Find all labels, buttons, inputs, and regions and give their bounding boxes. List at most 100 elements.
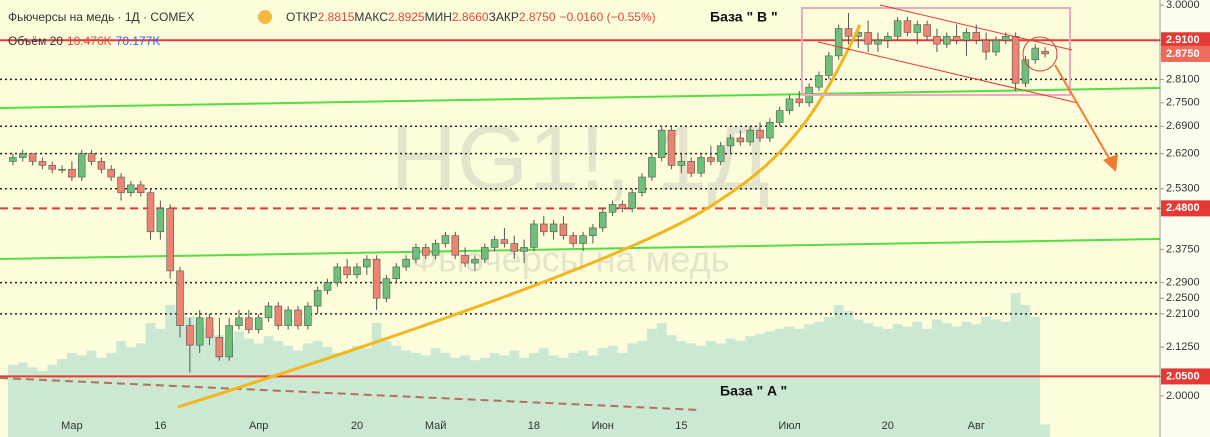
volume-bar [37,371,48,437]
volume-bar [509,350,520,437]
volume-bar [47,365,58,437]
volume-bar [204,329,215,437]
trend-line [0,87,1161,109]
volume-bar [715,343,726,437]
volume-bar [705,341,716,437]
ohlc-value: 2.8660 [452,10,489,24]
volume-bar [401,350,412,437]
candle-body [481,247,489,260]
volume-bar [479,357,490,437]
candle-body [707,157,715,162]
channel-line [879,4,1073,51]
candle-body [510,243,518,252]
x-tick-label: 15 [675,420,687,432]
x-tick-label: 20 [882,420,894,432]
volume-value: 10.476K [67,34,112,48]
volume-bar [853,319,864,437]
candle-body [972,32,981,41]
y-tick-label: 2.6900 [1166,120,1200,132]
candle-body [579,235,587,244]
candle-body [77,153,86,178]
volume-bar [922,329,933,437]
candle-body [28,153,37,162]
y-tick-label: 3.0000 [1166,0,1200,11]
y-tick-label: 2.6200 [1166,148,1200,160]
candle-body [952,36,961,41]
candle-body [9,157,17,162]
candle-body [176,270,184,326]
volume-bar [165,305,176,437]
candle-body [490,239,499,248]
volume-bar [745,336,756,437]
x-tick-label: Июн [592,420,614,432]
volume-bar [627,343,638,437]
volume-bar [597,348,608,437]
price-label-box [1161,32,1210,49]
ohlc-value: 2.8925 [388,10,425,24]
volume-bar [892,324,903,437]
volume-bar [175,311,185,437]
volume-bar [833,305,844,437]
arrow [1054,64,1114,166]
volume-bar [646,329,657,437]
candle-body [992,39,1000,53]
candle-body [68,168,76,178]
ohlc-value: 2.8750 [519,10,556,24]
candle-body [333,266,342,283]
volume-bar [676,341,687,437]
candle-body [608,204,617,213]
candle-body [500,239,509,244]
volume-bar [529,353,539,437]
volume-bar [666,335,677,437]
candle-body [844,28,853,37]
candle-body [657,129,666,158]
candle-body [323,282,332,291]
candle-body [736,137,745,143]
candle-body [903,20,912,33]
y-tick-label: 2.8100 [1166,73,1200,85]
candle-body [884,36,892,41]
candle-body [766,122,774,139]
candle-body [313,290,322,307]
candle-body [825,55,833,76]
annotation: База " B " [710,9,778,25]
volume-bar [912,321,923,437]
volume-bar [8,365,18,437]
channel-line [817,41,1079,104]
ohlc-label: МАКС [354,10,388,24]
candle-body [245,317,253,330]
candle-body [363,258,371,268]
volume-bar [273,341,284,437]
volume-bar [489,353,500,437]
volume-bar [617,353,628,437]
volume-bar [538,348,549,437]
volume-bar [253,343,264,437]
curve [177,24,862,409]
candle-body [451,235,460,256]
volume-bar [971,324,982,437]
volume-bar [450,357,461,437]
volume-layer [8,293,1050,437]
candle-body [530,223,538,248]
volume-bar [96,357,107,437]
candle-body [215,337,224,358]
volume-bar [764,331,775,437]
y-tick-label: 2.0000 [1166,390,1200,402]
plot-background [0,0,1160,437]
candle-body [274,305,283,326]
candle-body [716,145,725,162]
volume-bar [86,350,97,437]
candle-body [343,266,351,276]
candle-body [156,208,165,233]
ohlc-label: ОТКР [286,10,318,24]
ohlc-label: ЗАКР [489,10,519,24]
volume-bar [1040,424,1050,437]
x-tick-label: 16 [154,420,166,432]
volume-bar [234,331,244,437]
candle-body [441,235,450,244]
volume-bar [135,343,146,437]
volume-bar [519,357,529,437]
candle-body [677,161,686,166]
volume-bar [342,350,353,437]
